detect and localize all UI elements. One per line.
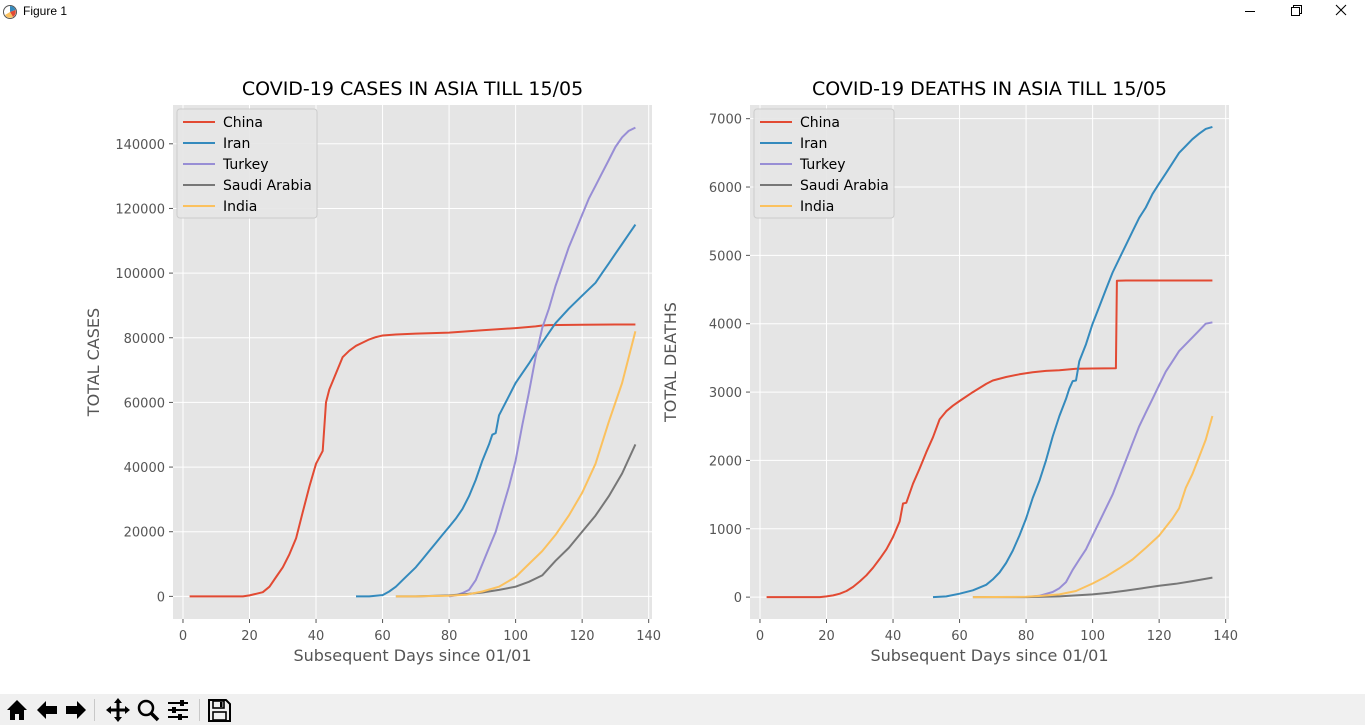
series-line-turkey <box>448 126 636 598</box>
chart-1: 0 20 40 60 80 100 120 140 0 20000 40000 60000 80000 1… <box>84 78 661 665</box>
x-tick-label: 0 <box>179 629 187 644</box>
legend-label: India <box>800 199 834 215</box>
y-tick-label: 20000 <box>124 526 165 541</box>
y-tick-label: 40000 <box>124 461 165 476</box>
legend-label: Turkey <box>799 157 846 173</box>
window-title: Figure 1 <box>23 4 68 18</box>
legend-label: China <box>223 115 263 131</box>
window-titlebar: Figure 1 <box>0 0 1365 24</box>
x-axis-label: Subsequent Days since 01/01 <box>870 646 1108 665</box>
y-tick-label: 6000 <box>709 181 742 196</box>
x-tick-label: 60 <box>951 629 968 644</box>
matplotlib-figure-icon <box>3 5 17 19</box>
x-tick-label: 80 <box>1018 629 1035 644</box>
pan-move-icon[interactable] <box>104 696 132 724</box>
y-tick-label: 1000 <box>709 523 742 538</box>
series-line-india <box>395 331 637 598</box>
forward-arrow-icon[interactable] <box>62 696 90 724</box>
series-line-india <box>972 415 1214 599</box>
navigation-toolbar <box>0 694 1365 725</box>
legend-label: Iran <box>800 136 827 152</box>
home-icon[interactable] <box>3 696 31 724</box>
y-tick-label: 0 <box>157 590 165 605</box>
y-tick-label: 7000 <box>709 113 742 128</box>
legend-box <box>753 108 895 219</box>
series-line-china <box>189 323 636 598</box>
y-tick-label: 140000 <box>115 138 165 153</box>
legend-label: Saudi Arabia <box>223 178 312 194</box>
y-tick-label: 4000 <box>709 318 742 333</box>
x-tick-label: 0 <box>756 629 764 644</box>
y-axis-label: TOTAL CASES <box>84 308 103 417</box>
x-tick-label: 80 <box>441 629 458 644</box>
zoom-magnifier-icon[interactable] <box>134 696 162 724</box>
y-axis-label: TOTAL DEATHS <box>661 302 680 423</box>
figure-svg: 0 20 40 60 80 100 120 1400200004000060000800001… <box>84 78 1238 665</box>
x-tick-label: 60 <box>374 629 391 644</box>
y-tick-label: 100000 <box>115 267 165 282</box>
x-tick-label: 20 <box>241 629 258 644</box>
back-arrow-icon[interactable] <box>33 696 61 724</box>
y-tick-label: 120000 <box>115 202 165 217</box>
toolbar-separator <box>199 699 200 721</box>
x-tick-label: 40 <box>885 629 902 644</box>
series-line-saudi-arabia <box>972 576 1213 599</box>
series-line-china <box>766 279 1213 599</box>
y-tick-label: 2000 <box>709 454 742 469</box>
chart-2: 0 20 40 60 80 100 120 140 0 1000 2000 3000 4000 5000 6… <box>661 78 1238 665</box>
toolbar-separator <box>94 699 95 721</box>
y-tick-label: 60000 <box>124 396 165 411</box>
legend-label: India <box>223 199 257 215</box>
series-line-turkey <box>1026 321 1213 599</box>
x-axis-label: Subsequent Days since 01/01 <box>293 646 531 665</box>
chart-title: COVID-19 DEATHS IN ASIA TILL 15/05 <box>812 78 1167 100</box>
x-tick-label: 120 <box>570 629 595 644</box>
minimize-icon[interactable] <box>1227 0 1273 24</box>
legend-label: Turkey <box>222 157 269 173</box>
x-tick-label: 140 <box>1213 629 1238 644</box>
legend-box <box>176 108 318 219</box>
save-floppy-icon[interactable] <box>205 696 233 724</box>
chart-title: COVID-19 CASES IN ASIA TILL 15/05 <box>242 78 583 100</box>
series-line-iran <box>356 224 637 598</box>
legend-label: China <box>800 115 840 131</box>
figure-canvas: 0 20 40 60 80 100 120 140 0 20000 40000 60000 80000 1… <box>0 24 1365 694</box>
series-line-iran <box>932 125 1213 599</box>
legend: China Iran Turkey Saudi Arabia India <box>753 108 895 219</box>
legend-label: Saudi Arabia <box>800 178 889 194</box>
x-tick-label: 120 <box>1147 629 1172 644</box>
maximize-icon[interactable] <box>1272 0 1318 24</box>
x-tick-label: 100 <box>503 629 528 644</box>
x-tick-label: 20 <box>818 629 835 644</box>
legend-label: Iran <box>223 136 250 152</box>
close-icon[interactable] <box>1318 0 1364 24</box>
legend: China Iran Turkey Saudi Arabia India <box>176 108 318 219</box>
y-tick-label: 0 <box>734 591 742 606</box>
x-tick-label: 100 <box>1080 629 1105 644</box>
y-tick-label: 80000 <box>124 332 165 347</box>
x-tick-label: 40 <box>308 629 325 644</box>
y-tick-label: 3000 <box>709 386 742 401</box>
x-tick-label: 140 <box>636 629 661 644</box>
y-tick-label: 5000 <box>709 249 742 264</box>
configure-subplots-icon[interactable] <box>164 696 192 724</box>
